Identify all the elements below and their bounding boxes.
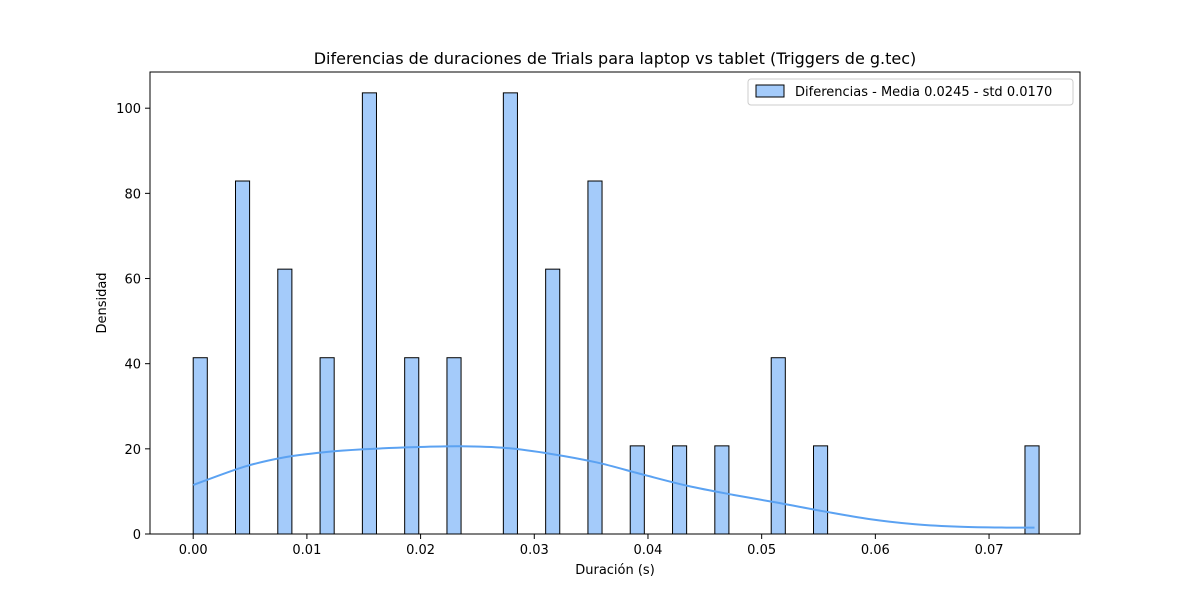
y-axis-ticks: 0 20 40 60 80 100: [116, 102, 150, 543]
y-tick-label-5: 100: [116, 102, 141, 117]
plot-area-frame: [149, 71, 1081, 535]
y-tick-label-0: 0: [133, 528, 141, 543]
y-tick-label-3: 60: [124, 273, 141, 288]
histogram-bar-15: [1024, 445, 1040, 535]
x-tick-label-6: 0.06: [861, 543, 890, 558]
chart-title: Diferencias de duraciones de Trials para…: [314, 49, 917, 68]
legend-swatch: [755, 84, 785, 98]
histogram-bar-14: [813, 445, 829, 535]
histogram-bar-3: [319, 357, 335, 535]
x-tick-label-7: 0.07: [975, 543, 1004, 558]
x-axis-label: Duración (s): [575, 563, 655, 578]
x-tick-label-0: 0.00: [179, 543, 208, 558]
x-tick-label-4: 0.04: [633, 543, 662, 558]
histogram-bar-12: [714, 445, 730, 535]
histogram-bar-13: [770, 357, 786, 535]
x-tick-label-1: 0.01: [292, 543, 321, 558]
histogram-bar-1: [235, 180, 251, 535]
histogram-bar-10: [629, 445, 645, 535]
y-tick-label-1: 20: [124, 443, 141, 458]
histogram-bar-11: [672, 445, 688, 535]
histogram-bar-7: [502, 92, 518, 535]
histogram-bar-4: [361, 92, 377, 535]
x-tick-label-3: 0.03: [520, 543, 549, 558]
x-axis-ticks: 0.00 0.01 0.02 0.03 0.04 0.05 0.06 0.07: [179, 534, 1004, 558]
histogram-bar-8: [545, 268, 561, 535]
legend-frame: [747, 78, 1074, 106]
y-tick-label-2: 40: [124, 358, 141, 373]
histogram-bar-0: [192, 357, 208, 535]
y-tick-label-4: 80: [124, 187, 141, 202]
x-tick-label-2: 0.02: [406, 543, 435, 558]
legend: Diferencias - Media 0.0245 - std 0.0170: [747, 78, 1074, 106]
histogram-bar-2: [277, 268, 293, 535]
x-tick-label-5: 0.05: [747, 543, 776, 558]
histogram-bar-9: [587, 180, 603, 535]
kde-line: [192, 445, 1035, 529]
legend-label: Diferencias - Media 0.0245 - std 0.0170: [795, 85, 1052, 100]
y-axis-label: Densidad: [95, 272, 110, 333]
histogram-bar-5: [404, 357, 420, 535]
